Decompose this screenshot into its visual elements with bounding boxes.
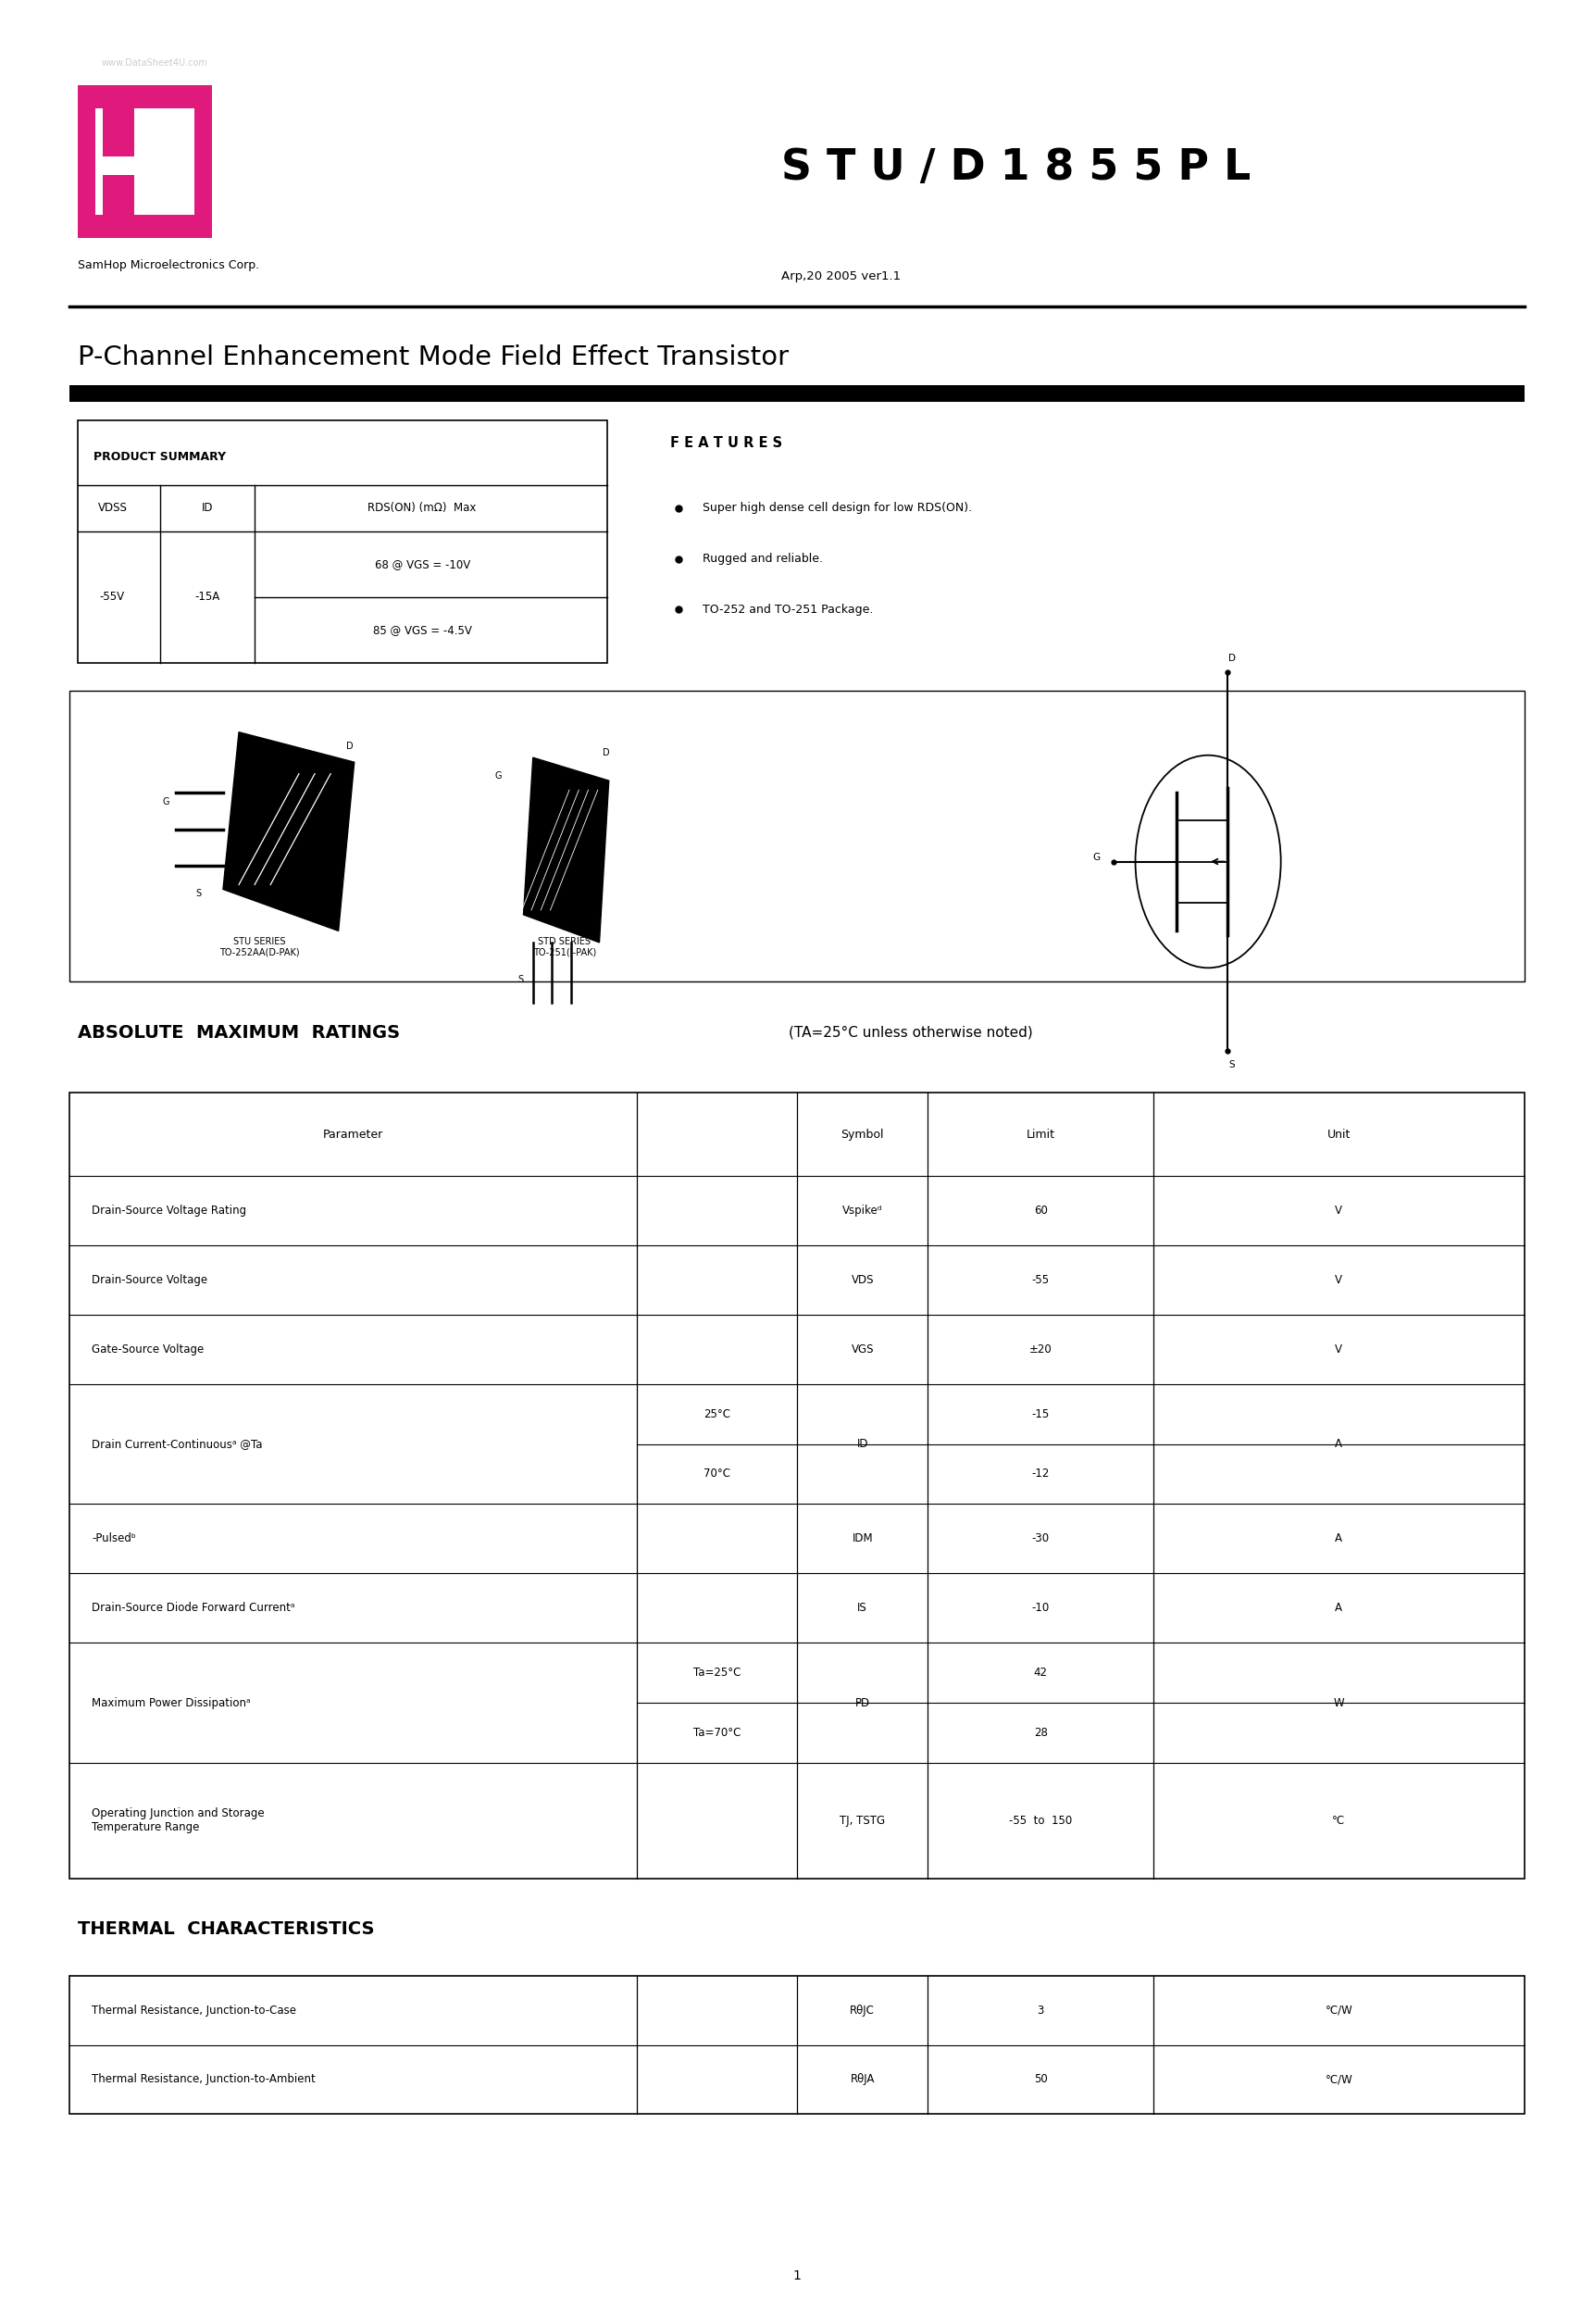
Text: Super high dense cell design for low RDS(ON).: Super high dense cell design for low RDS… — [701, 502, 972, 514]
Text: -55: -55 — [1031, 1274, 1049, 1285]
Text: Ta=70°C: Ta=70°C — [693, 1727, 741, 1738]
Text: RDS(ON) (mΩ)  Max: RDS(ON) (mΩ) Max — [368, 502, 477, 514]
Text: D: D — [1227, 653, 1235, 662]
Text: °C/W: °C/W — [1325, 2073, 1353, 2085]
Text: Rugged and reliable.: Rugged and reliable. — [701, 553, 823, 565]
Text: ID: ID — [201, 502, 214, 514]
Text: Limit: Limit — [1027, 1127, 1055, 1141]
Text: 25°C: 25°C — [703, 1408, 730, 1420]
Polygon shape — [223, 732, 354, 932]
Text: D: D — [346, 741, 354, 751]
Text: STU SERIES
TO-252AA(D-PAK): STU SERIES TO-252AA(D-PAK) — [220, 937, 300, 957]
Text: Thermal Resistance, Junction-to-Ambient: Thermal Resistance, Junction-to-Ambient — [92, 2073, 316, 2085]
Text: V: V — [1336, 1343, 1342, 1355]
Text: Drain-Source Diode Forward Currentᵃ: Drain-Source Diode Forward Currentᵃ — [92, 1601, 295, 1615]
Bar — [78, 86, 212, 109]
Text: G: G — [1093, 853, 1100, 862]
Text: ABSOLUTE  MAXIMUM  RATINGS: ABSOLUTE MAXIMUM RATINGS — [78, 1025, 400, 1041]
Text: THERMAL  CHARACTERISTICS: THERMAL CHARACTERISTICS — [78, 1920, 375, 1938]
Bar — [70, 1975, 1524, 2115]
Text: A: A — [1336, 1439, 1342, 1450]
Polygon shape — [523, 758, 609, 944]
Text: A: A — [1336, 1534, 1342, 1545]
Text: G: G — [494, 772, 502, 781]
Text: Arp,20 2005 ver1.1: Arp,20 2005 ver1.1 — [781, 272, 901, 284]
Text: V: V — [1336, 1274, 1342, 1285]
Text: °C: °C — [1333, 1815, 1345, 1827]
Text: P-Channel Enhancement Mode Field Effect Transistor: P-Channel Enhancement Mode Field Effect … — [78, 344, 789, 372]
Text: IDM: IDM — [851, 1534, 874, 1545]
Text: Symbol: Symbol — [842, 1127, 885, 1141]
Text: Ta=25°C: Ta=25°C — [693, 1666, 741, 1678]
Text: W: W — [1334, 1697, 1344, 1708]
Text: PD: PD — [854, 1697, 870, 1708]
Text: Operating Junction and Storage
Temperature Range: Operating Junction and Storage Temperatu… — [92, 1808, 265, 1834]
Text: Unit: Unit — [1328, 1127, 1350, 1141]
Text: VDS: VDS — [851, 1274, 874, 1285]
Text: (TA=25°C unless otherwise noted): (TA=25°C unless otherwise noted) — [789, 1025, 1033, 1039]
Text: TO-252 and TO-251 Package.: TO-252 and TO-251 Package. — [701, 604, 874, 616]
Text: Drain-Source Voltage: Drain-Source Voltage — [92, 1274, 207, 1285]
Bar — [78, 86, 96, 237]
Text: Drain Current-Continuousᵃ @Ta: Drain Current-Continuousᵃ @Ta — [92, 1439, 263, 1450]
Text: ±20: ±20 — [1030, 1343, 1052, 1355]
Bar — [70, 386, 1524, 402]
Text: SamHop Microelectronics Corp.: SamHop Microelectronics Corp. — [78, 260, 260, 272]
Text: S T U / D 1 8 5 5 P L: S T U / D 1 8 5 5 P L — [781, 146, 1251, 188]
Text: 70°C: 70°C — [703, 1469, 730, 1480]
Text: IS: IS — [858, 1601, 867, 1615]
Bar — [194, 86, 212, 237]
Text: Parameter: Parameter — [324, 1127, 384, 1141]
Text: Gate-Source Voltage: Gate-Source Voltage — [92, 1343, 204, 1355]
Bar — [104, 107, 134, 156]
Text: °C/W: °C/W — [1325, 2003, 1353, 2017]
Text: STD SERIES
TO-251(I-PAK): STD SERIES TO-251(I-PAK) — [532, 937, 596, 957]
Bar — [104, 174, 134, 218]
Text: Drain-Source Voltage Rating: Drain-Source Voltage Rating — [92, 1204, 247, 1215]
Text: Thermal Resistance, Junction-to-Case: Thermal Resistance, Junction-to-Case — [92, 2003, 296, 2017]
Text: -10: -10 — [1031, 1601, 1049, 1615]
Text: A: A — [1336, 1601, 1342, 1615]
Text: VDSS: VDSS — [97, 502, 128, 514]
Text: PRODUCT SUMMARY: PRODUCT SUMMARY — [94, 451, 226, 462]
Text: D: D — [603, 748, 609, 758]
Bar — [78, 214, 212, 237]
Text: 85 @ VGS = -4.5V: 85 @ VGS = -4.5V — [373, 623, 472, 637]
Text: G: G — [163, 797, 169, 806]
Text: 28: 28 — [1035, 1727, 1047, 1738]
Text: Maximum Power Dissipationᵃ: Maximum Power Dissipationᵃ — [92, 1697, 250, 1708]
Text: Vspikeᵈ: Vspikeᵈ — [842, 1204, 883, 1215]
Text: RθJA: RθJA — [850, 2073, 875, 2085]
Text: S: S — [518, 974, 523, 983]
Text: RθJC: RθJC — [850, 2003, 875, 2017]
Text: TJ, TSTG: TJ, TSTG — [840, 1815, 885, 1827]
Text: -55V: -55V — [100, 590, 124, 602]
Text: V: V — [1336, 1204, 1342, 1215]
Bar — [96, 109, 194, 214]
Text: 50: 50 — [1035, 2073, 1047, 2085]
Text: 68 @ VGS = -10V: 68 @ VGS = -10V — [375, 558, 470, 569]
Bar — [78, 421, 607, 662]
Text: www.DataSheet4U.com: www.DataSheet4U.com — [102, 58, 207, 67]
Text: 3: 3 — [1038, 2003, 1044, 2017]
Text: -Pulsedᵇ: -Pulsedᵇ — [92, 1534, 135, 1545]
Text: 42: 42 — [1035, 1666, 1047, 1678]
Text: -12: -12 — [1031, 1469, 1049, 1480]
Bar — [70, 1092, 1524, 1878]
Text: -15: -15 — [1031, 1408, 1049, 1420]
Bar — [70, 690, 1524, 981]
Text: S: S — [1229, 1060, 1235, 1069]
Text: 1: 1 — [792, 2271, 802, 2282]
Text: S: S — [194, 890, 201, 899]
Text: ID: ID — [856, 1439, 869, 1450]
Text: -55  to  150: -55 to 150 — [1009, 1815, 1073, 1827]
Text: F E A T U R E S: F E A T U R E S — [671, 437, 783, 451]
Text: 60: 60 — [1035, 1204, 1047, 1215]
Text: VGS: VGS — [851, 1343, 874, 1355]
Text: -15A: -15A — [194, 590, 220, 602]
Text: -30: -30 — [1031, 1534, 1049, 1545]
